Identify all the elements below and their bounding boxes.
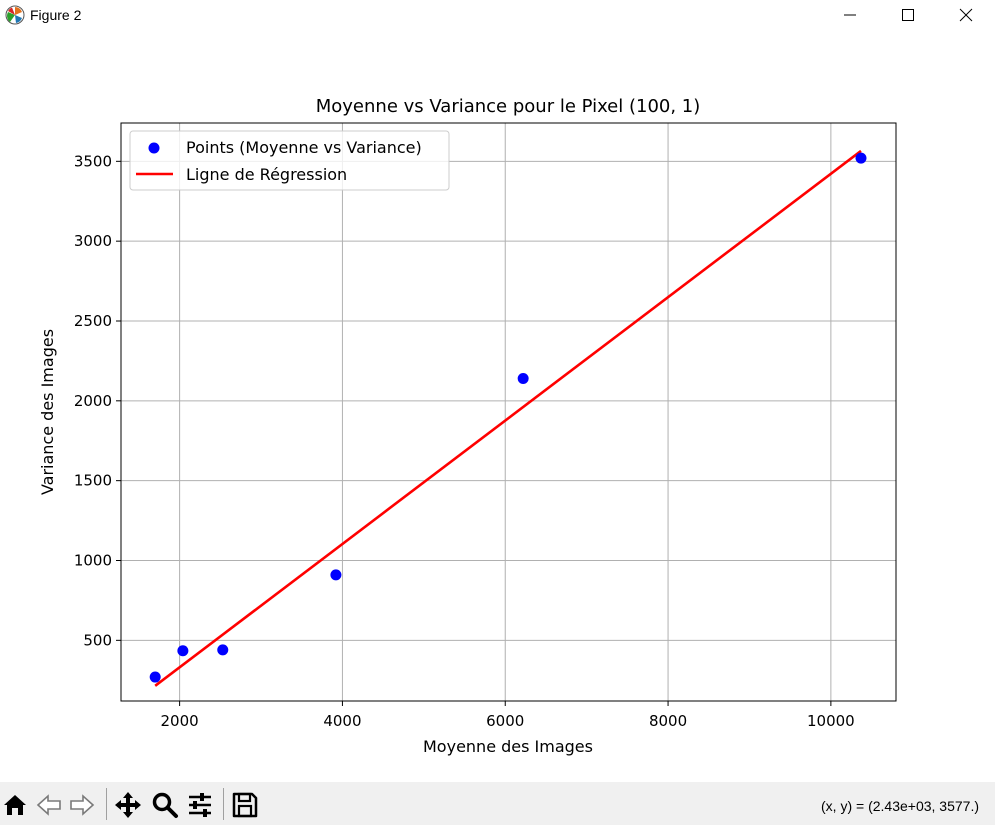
series-layer <box>149 149 867 687</box>
x-axis-label: Moyenne des Images <box>423 737 593 756</box>
scatter-point <box>855 152 867 164</box>
legend-label-scatter: Points (Moyenne vs Variance) <box>186 138 422 157</box>
figure-canvas[interactable]: 2000 4000 6000 8000 10000 500 1000 1500 2000 2500… <box>0 32 995 782</box>
x-tick-label: 4000 <box>323 712 361 730</box>
x-tick-label: 2000 <box>161 712 199 730</box>
cursor-coordinates: (x, y) = (2.43e+03, 3577.) <box>821 798 979 814</box>
regression-line <box>154 149 862 687</box>
toolbar-separator <box>106 788 107 820</box>
scatter-point <box>217 644 229 656</box>
scatter-point <box>517 372 529 384</box>
pan-icon[interactable] <box>114 791 142 819</box>
home-icon[interactable] <box>1 791 29 819</box>
legend-marker-scatter <box>148 142 160 154</box>
y-tick-label: 2000 <box>74 392 112 410</box>
y-tick-label: 2500 <box>74 312 112 330</box>
legend-label-line: Ligne de Régression <box>186 165 347 184</box>
scatter-point <box>330 569 342 581</box>
matplotlib-app-icon <box>5 5 25 25</box>
x-tick-label: 10000 <box>807 712 855 730</box>
legend: Points (Moyenne vs Variance) Ligne de Ré… <box>129 130 450 191</box>
scatter-chart[interactable]: 2000 4000 6000 8000 10000 500 1000 1500 2000 2500… <box>0 32 995 782</box>
zoom-icon[interactable] <box>151 791 179 819</box>
minimize-button[interactable] <box>821 0 879 30</box>
plot-frame <box>120 122 897 702</box>
toolbar-separator <box>223 788 224 820</box>
title-bar: Figure 2 <box>0 0 995 32</box>
maximize-icon <box>902 9 914 21</box>
y-tick-label: 1500 <box>74 472 112 490</box>
y-axis-label: Variance des Images <box>38 329 57 495</box>
close-icon <box>959 8 973 22</box>
grid-lines <box>121 123 896 701</box>
maximize-button[interactable] <box>879 0 937 30</box>
minimize-icon <box>844 14 856 16</box>
x-tick-label: 8000 <box>649 712 687 730</box>
scatter-point <box>149 671 161 683</box>
x-tick-label: 6000 <box>486 712 524 730</box>
scatter-point <box>177 645 189 657</box>
window-title: Figure 2 <box>30 7 82 23</box>
forward-icon[interactable] <box>68 791 96 819</box>
save-icon[interactable] <box>231 791 259 819</box>
configure-subplots-icon[interactable] <box>186 791 214 819</box>
navigation-toolbar: (x, y) = (2.43e+03, 3577.) <box>0 782 995 825</box>
y-tick-label: 3500 <box>74 152 112 170</box>
legend-box <box>129 130 450 191</box>
y-tick-label: 500 <box>83 631 112 649</box>
back-icon[interactable] <box>35 791 63 819</box>
close-button[interactable] <box>937 0 995 30</box>
axis-ticks: 2000 4000 6000 8000 10000 500 1000 1500 2000 2500… <box>74 152 855 730</box>
chart-title: Moyenne vs Variance pour le Pixel (100, … <box>316 96 701 117</box>
y-tick-label: 1000 <box>74 551 112 569</box>
y-tick-label: 3000 <box>74 232 112 250</box>
